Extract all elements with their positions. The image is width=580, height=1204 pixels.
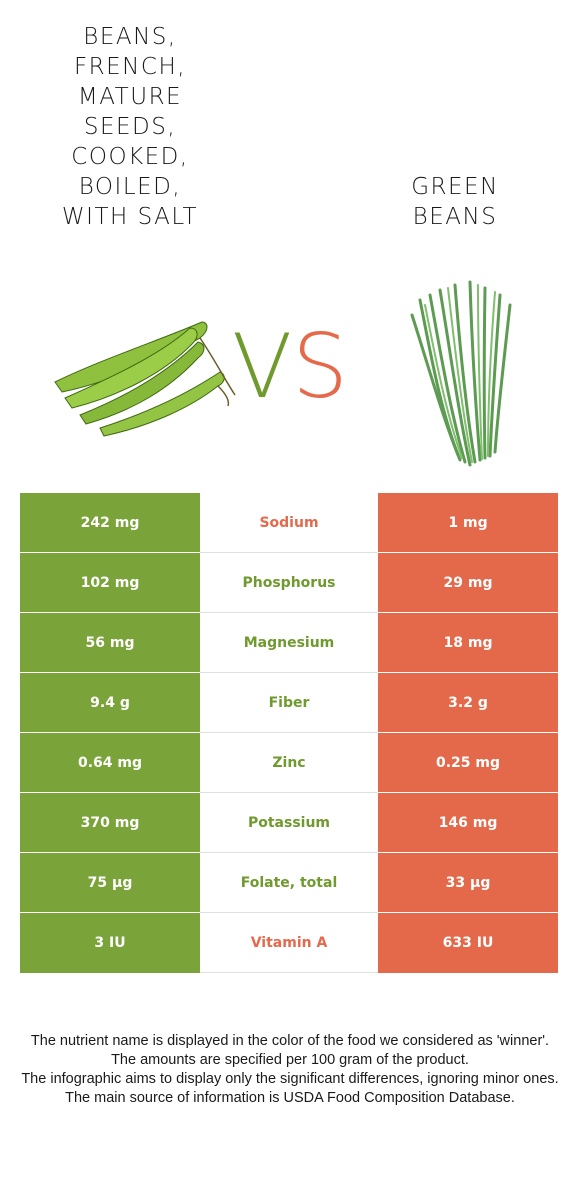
vs-v-letter: V bbox=[231, 315, 293, 418]
table-row: 0.64 mg Zinc 0.25 mg bbox=[20, 733, 558, 793]
table-row: 75 µg Folate, total 33 µg bbox=[20, 853, 558, 913]
footer-notes: The nutrient name is displayed in the co… bbox=[20, 1032, 560, 1108]
right-value: 18 mg bbox=[378, 613, 558, 673]
nutrient-name: Potassium bbox=[200, 793, 378, 853]
right-food-title: Green beans bbox=[411, 174, 499, 230]
footer-note: The amounts are specified per 100 gram o… bbox=[111, 1052, 469, 1068]
nutrient-name: Fiber bbox=[200, 673, 378, 733]
comparison-table: 242 mg Sodium 1 mg 102 mg Phosphorus 29 mg 56 … bbox=[20, 493, 558, 973]
nutrient-name: Vitamin A bbox=[200, 913, 378, 973]
right-value: 29 mg bbox=[378, 553, 558, 613]
left-value: 75 µg bbox=[20, 853, 200, 913]
right-value: 0.25 mg bbox=[378, 733, 558, 793]
nutrient-name: Phosphorus bbox=[200, 553, 378, 613]
green-beans-image bbox=[400, 270, 530, 470]
nutrient-name: Zinc bbox=[200, 733, 378, 793]
left-value: 102 mg bbox=[20, 553, 200, 613]
left-value: 370 mg bbox=[20, 793, 200, 853]
left-value: 0.64 mg bbox=[20, 733, 200, 793]
nutrient-name: Folate, total bbox=[200, 853, 378, 913]
nutrient-name: Sodium bbox=[200, 493, 378, 553]
left-value: 9.4 g bbox=[20, 673, 200, 733]
left-value: 242 mg bbox=[20, 493, 200, 553]
footer-note: The main source of information is USDA F… bbox=[65, 1090, 515, 1106]
right-value: 3.2 g bbox=[378, 673, 558, 733]
right-value: 146 mg bbox=[378, 793, 558, 853]
footer-note: The infographic aims to display only the… bbox=[21, 1071, 559, 1087]
right-value: 1 mg bbox=[378, 493, 558, 553]
footer-note: The nutrient name is displayed in the co… bbox=[30, 1033, 550, 1049]
vs-s-letter: S bbox=[292, 315, 349, 418]
broad-beans-image bbox=[40, 300, 240, 440]
table-row: 102 mg Phosphorus 29 mg bbox=[20, 553, 558, 613]
vs-label: VS bbox=[220, 312, 360, 422]
left-value: 3 IU bbox=[20, 913, 200, 973]
right-value: 633 IU bbox=[378, 913, 558, 973]
table-row: 3 IU Vitamin A 633 IU bbox=[20, 913, 558, 973]
left-value: 56 mg bbox=[20, 613, 200, 673]
nutrient-name: Magnesium bbox=[200, 613, 378, 673]
left-food-title: Beans, french, mature seeds, cooked, boi… bbox=[61, 24, 199, 230]
table-row: 9.4 g Fiber 3.2 g bbox=[20, 673, 558, 733]
table-row: 370 mg Potassium 146 mg bbox=[20, 793, 558, 853]
table-row: 56 mg Magnesium 18 mg bbox=[20, 613, 558, 673]
right-value: 33 µg bbox=[378, 853, 558, 913]
table-row: 242 mg Sodium 1 mg bbox=[20, 493, 558, 553]
